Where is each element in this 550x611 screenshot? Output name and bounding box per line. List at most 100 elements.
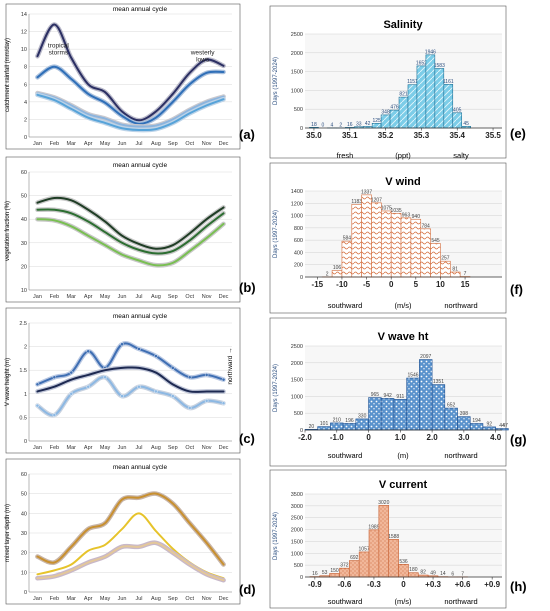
bar <box>457 416 471 431</box>
series-1-point <box>35 382 40 387</box>
bar <box>358 551 370 578</box>
bar <box>393 399 407 431</box>
bar <box>430 243 441 278</box>
x-tick-label: May <box>100 596 111 602</box>
x-tick-label: 1.0 <box>395 433 407 442</box>
bar-value-label: 150 <box>330 568 339 574</box>
series-2-halo <box>35 365 226 395</box>
y-tick-label: 2500 <box>291 32 303 38</box>
bar-value-label: 47 <box>502 423 508 429</box>
bar <box>434 68 445 129</box>
bar <box>400 217 412 278</box>
series-3-point <box>137 384 141 389</box>
bar-value-label: 584 <box>343 236 352 242</box>
panel-g-frame <box>269 317 507 467</box>
panel-d-frame <box>5 458 241 605</box>
bar-value-label: 1946 <box>425 49 436 55</box>
annotation-tropical: storms <box>49 49 69 56</box>
y-tick-label: 40 <box>21 217 27 223</box>
bar <box>449 271 461 278</box>
bar-value-label: 940 <box>412 214 421 220</box>
series-2-line <box>36 65 225 125</box>
y-tick-label: 2 <box>24 117 27 123</box>
x-tick-label: Sep <box>168 294 178 300</box>
x-tick-label: Aug <box>151 596 161 602</box>
y-tick-label: 60 <box>21 170 27 176</box>
bar-value-label: 2097 <box>420 354 431 360</box>
x-tick-label: Apr <box>84 445 93 451</box>
bar-value-label: 33 <box>356 121 362 127</box>
x-tick-label: -1.0 <box>330 433 344 442</box>
bar-value-label: 545 <box>431 238 440 244</box>
x-tick-label: Mar <box>67 596 77 602</box>
panel-c: mean annual cycle V wave height (m) nort… <box>5 307 255 454</box>
series-3-point <box>154 389 158 394</box>
panel-b-letter: (b) <box>239 280 256 295</box>
y-tick-label: 2.5 <box>19 321 27 327</box>
y-tick-label: 1 <box>24 392 27 398</box>
y-tick-label: 8 <box>24 65 27 71</box>
x-tick-label: Jul <box>135 294 142 300</box>
x-tick-label: 35.5 <box>485 131 501 140</box>
y-tick-label: 500 <box>294 563 303 569</box>
panel-d-title: mean annual cycle <box>113 464 168 471</box>
y-tick-label: 12 <box>21 30 27 36</box>
bar-value-label: 1652 <box>416 60 427 66</box>
panel-d-ylabel: mixed layer depth (m) <box>5 504 11 562</box>
y-tick-label: 4 <box>24 100 27 106</box>
x-tick-label: Dec <box>219 141 229 147</box>
panel-d: mean annual cycle mixed layer depth (m) … <box>5 458 256 605</box>
panel-h-frame <box>269 469 507 609</box>
bar-value-label: 18 <box>311 122 317 128</box>
x-tick-label: 2.0 <box>427 433 439 442</box>
x-tick-label: Jun <box>118 141 127 147</box>
panel-e-xlabel-left: fresh <box>337 151 354 160</box>
annotation-westerly: westerly <box>190 49 216 56</box>
panel-c-frame <box>5 307 241 454</box>
x-tick-label: Nov <box>202 596 212 602</box>
x-tick-label: Jan <box>33 445 42 451</box>
y-tick-label: 0 <box>24 439 27 445</box>
panel-f-xlabel-right: northward <box>444 301 477 310</box>
panel-b-ylabel: vegetation fraction (%) <box>5 201 11 261</box>
y-tick-label: 30 <box>21 241 27 247</box>
x-tick-label: Oct <box>185 141 194 147</box>
y-tick-label: 2000 <box>291 51 303 57</box>
x-tick-label: Dec <box>219 445 229 451</box>
panel-h-ylabel: Days (1997-2024) <box>273 512 279 560</box>
bar <box>380 398 395 431</box>
x-tick-label: Dec <box>219 294 229 300</box>
bar <box>329 573 340 578</box>
bar <box>339 567 350 578</box>
x-tick-label: -0.3 <box>367 580 381 589</box>
y-tick-label: 1400 <box>291 189 303 195</box>
panel-g-xlabel-right: northward <box>444 451 477 460</box>
x-tick-label: Apr <box>84 294 93 300</box>
y-tick-label: 50 <box>21 492 27 498</box>
x-tick-label: 35.3 <box>414 131 430 140</box>
series-3-point <box>170 394 175 398</box>
panel-e: Salinity Days (1997-2024) fresh (ppt) sa… <box>269 5 526 160</box>
bar-value-label: 1035 <box>391 208 402 214</box>
series-1-point <box>204 373 209 377</box>
panel-h-letter: (h) <box>510 579 527 594</box>
x-tick-label: 15 <box>461 280 470 289</box>
bar-value-label: 3020 <box>378 500 389 506</box>
x-tick-label: Mar <box>67 445 77 451</box>
bar <box>371 123 382 129</box>
x-tick-label: +0.6 <box>455 580 471 589</box>
series-1-point <box>154 354 158 358</box>
x-tick-label: -15 <box>312 280 324 289</box>
panel-h-title: V current <box>379 479 428 491</box>
series-3-point <box>52 413 57 417</box>
series-1-line <box>36 492 225 566</box>
panel-f-frame <box>269 162 507 314</box>
x-tick-label: Apr <box>84 141 93 147</box>
bar <box>389 109 400 129</box>
series-1-point <box>187 375 192 380</box>
bar-value-label: 398 <box>460 411 469 417</box>
x-tick-label: Oct <box>185 294 194 300</box>
panel-f-xlabel-left: southward <box>328 301 363 310</box>
y-tick-label: 2 <box>24 345 27 351</box>
panel-b-frame <box>5 156 241 303</box>
